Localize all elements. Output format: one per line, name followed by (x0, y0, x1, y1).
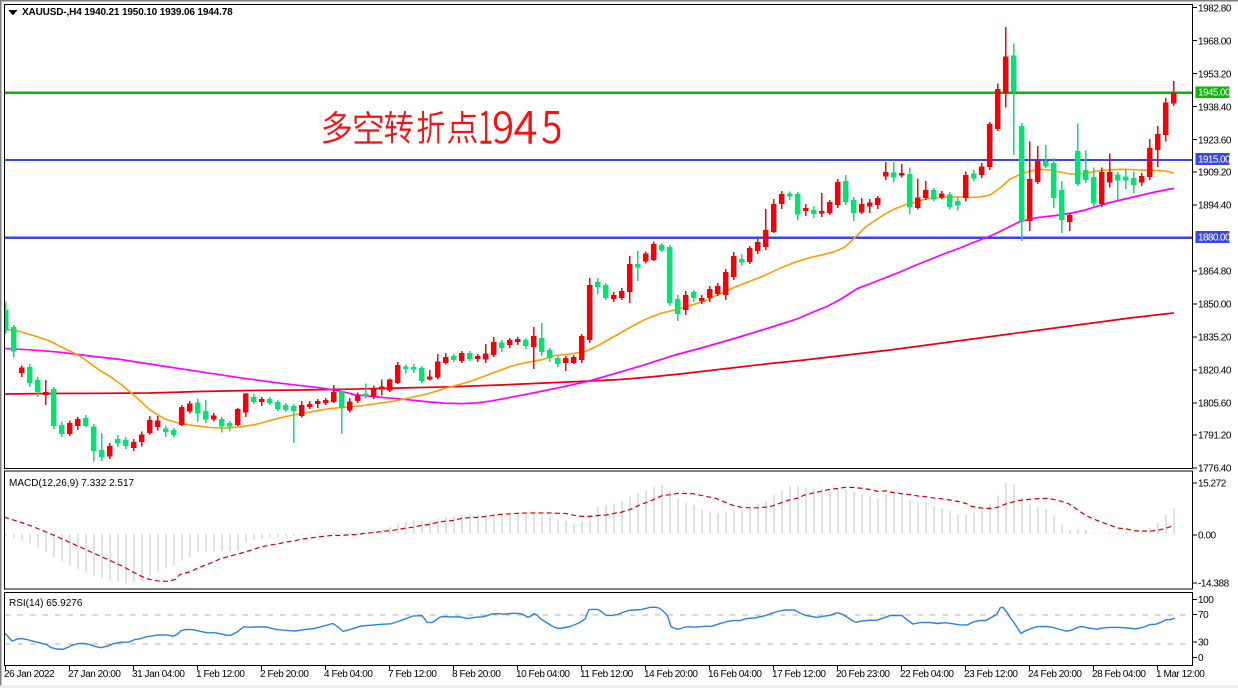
svg-text:1 Mar 12:00: 1 Mar 12:00 (1156, 669, 1205, 680)
svg-text:1938.40: 1938.40 (1198, 102, 1232, 113)
svg-text:10 Feb 04:00: 10 Feb 04:00 (516, 669, 570, 680)
svg-text:1894.40: 1894.40 (1198, 201, 1232, 212)
svg-text:30: 30 (1198, 638, 1209, 649)
svg-text:26 Jan 2022: 26 Jan 2022 (4, 669, 55, 680)
svg-text:28 Feb 04:00: 28 Feb 04:00 (1092, 669, 1146, 680)
svg-text:27 Jan 20:00: 27 Jan 20:00 (68, 669, 121, 680)
svg-text:17 Feb 12:00: 17 Feb 12:00 (772, 669, 826, 680)
svg-text:20 Feb 23:00: 20 Feb 23:00 (836, 669, 890, 680)
svg-text:11 Feb 12:00: 11 Feb 12:00 (580, 669, 634, 680)
svg-text:70: 70 (1198, 610, 1209, 621)
svg-text:1820.40: 1820.40 (1198, 366, 1232, 377)
svg-text:1953.20: 1953.20 (1198, 69, 1232, 80)
svg-text:15.272: 15.272 (1198, 479, 1227, 490)
svg-text:1909.20: 1909.20 (1198, 168, 1232, 179)
svg-text:22 Feb 04:00: 22 Feb 04:00 (900, 669, 954, 680)
svg-text:1776.40: 1776.40 (1198, 464, 1232, 475)
svg-text:1864.80: 1864.80 (1198, 267, 1232, 278)
svg-text:2 Feb 20:00: 2 Feb 20:00 (260, 669, 309, 680)
svg-text:-14.388: -14.388 (1198, 579, 1230, 590)
svg-text:RSI(14) 65.9276: RSI(14) 65.9276 (9, 598, 83, 609)
svg-text:4 Feb 04:00: 4 Feb 04:00 (324, 669, 373, 680)
svg-text:1945.00: 1945.00 (1198, 88, 1231, 99)
svg-text:14 Feb 20:00: 14 Feb 20:00 (644, 669, 698, 680)
svg-text:1805.60: 1805.60 (1198, 399, 1232, 410)
svg-text:1982.80: 1982.80 (1198, 3, 1232, 14)
svg-text:1850.00: 1850.00 (1198, 300, 1232, 311)
svg-text:1880.00: 1880.00 (1198, 233, 1231, 244)
svg-text:8 Feb 20:00: 8 Feb 20:00 (452, 669, 501, 680)
svg-text:1791.20: 1791.20 (1198, 431, 1232, 442)
svg-text:1835.20: 1835.20 (1198, 333, 1232, 344)
svg-text:100: 100 (1198, 595, 1214, 606)
svg-text:1 Feb 12:00: 1 Feb 12:00 (196, 669, 245, 680)
svg-text:24 Feb 20:00: 24 Feb 20:00 (1028, 669, 1082, 680)
svg-text:31 Jan 04:00: 31 Jan 04:00 (132, 669, 185, 680)
svg-text:0: 0 (1198, 653, 1204, 664)
svg-text:1968.00: 1968.00 (1198, 36, 1232, 47)
svg-text:16 Feb 04:00: 16 Feb 04:00 (708, 669, 762, 680)
svg-text:1915.00: 1915.00 (1198, 155, 1231, 166)
svg-text:MACD(12,26,9) 7.332 2.517: MACD(12,26,9) 7.332 2.517 (9, 478, 135, 489)
svg-text:0.00: 0.00 (1198, 531, 1217, 542)
svg-text:1923.60: 1923.60 (1198, 135, 1232, 146)
svg-text:23 Feb 12:00: 23 Feb 12:00 (964, 669, 1018, 680)
svg-text:7 Feb 12:00: 7 Feb 12:00 (388, 669, 437, 680)
svg-text:XAUUSD-,H4 1940.21 1950.10 19: XAUUSD-,H4 1940.21 1950.10 1939.06 1944.… (22, 7, 233, 18)
